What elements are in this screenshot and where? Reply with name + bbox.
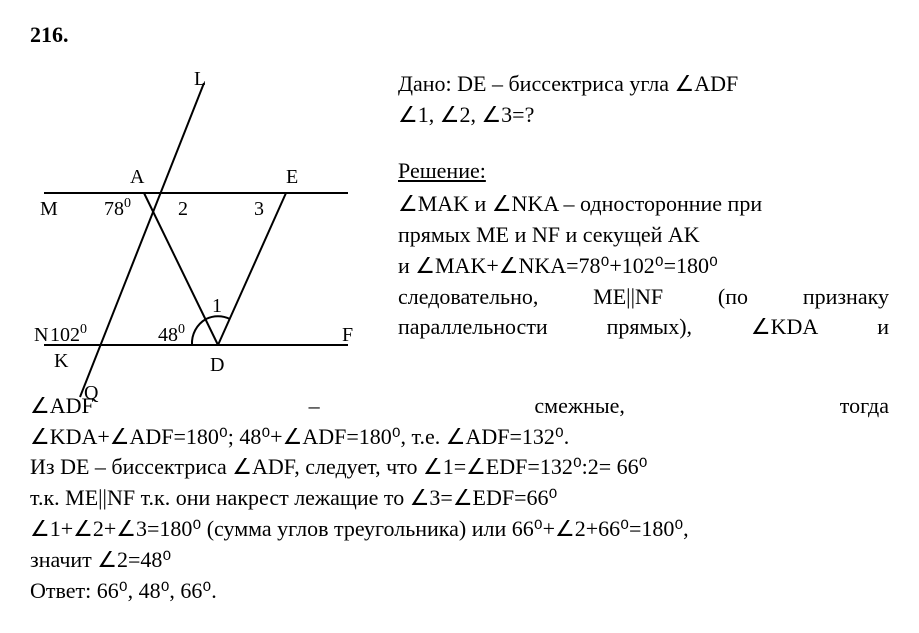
- label-d: D: [210, 354, 224, 376]
- given-line-2: ∠1, ∠2, ∠3=?: [398, 100, 889, 131]
- given-block: Дано: DE – биссектриса угла ∠ADF ∠1, ∠2,…: [398, 69, 889, 131]
- label-k: K: [54, 350, 69, 372]
- label-e: E: [286, 166, 298, 188]
- sl6b: –: [309, 391, 320, 422]
- answer-line: Ответ: 66⁰, 48⁰, 66⁰.: [30, 576, 889, 607]
- sl5d: и: [877, 312, 889, 343]
- solution-line-8: Из DE – биссектриса ∠ADF, следует, что ∠…: [30, 452, 889, 483]
- label-a: A: [130, 166, 145, 188]
- solution-line-3: и ∠MAK+∠NKA=78⁰+102⁰=180⁰: [398, 251, 889, 282]
- solution-title: Решение:: [398, 156, 889, 187]
- angle-78: 780: [104, 196, 131, 220]
- sl5b: прямых),: [607, 312, 692, 343]
- geometry-diagram: L A E M N K Q D F 780 2 3 1 480 1020: [30, 63, 370, 383]
- sl4a: следовательно,: [398, 282, 538, 313]
- angle-48: 480: [158, 322, 185, 346]
- bottom-text-block: ∠ADF – смежные, тогда ∠KDA+∠ADF=180⁰; 48…: [30, 391, 889, 607]
- sl6c: смежные,: [534, 391, 624, 422]
- label-f: F: [342, 324, 353, 346]
- top-section: L A E M N K Q D F 780 2 3 1 480 1020 Дан…: [30, 63, 889, 383]
- angle-2: 2: [178, 198, 188, 220]
- solution-line-4: следовательно, ME||NF (по признаку: [398, 282, 889, 313]
- sl6a: ∠ADF: [30, 391, 94, 422]
- sl4c: (по: [718, 282, 748, 313]
- solution-line-10: ∠1+∠2+∠3=180⁰ (сумма углов треугольника)…: [30, 514, 889, 545]
- solution-line-5: параллельности прямых), ∠KDA и: [398, 312, 889, 343]
- sl5c: ∠KDA: [751, 312, 818, 343]
- label-n: N: [34, 324, 48, 346]
- sl4d: признаку: [803, 282, 889, 313]
- label-l: L: [194, 68, 206, 90]
- solution-line-2: прямых ME и NF и секущей AK: [398, 220, 889, 251]
- label-m: M: [40, 198, 58, 220]
- line-lq: [80, 83, 204, 397]
- given-line-1: Дано: DE – биссектриса угла ∠ADF: [398, 69, 889, 100]
- sl4b: ME||NF: [593, 282, 663, 313]
- arc-angle-48: [192, 319, 206, 345]
- angle-1: 1: [212, 295, 222, 317]
- solution-line-11: значит ∠2=48⁰: [30, 545, 889, 576]
- solution-line-7: ∠KDA+∠ADF=180⁰; 48⁰+∠ADF=180⁰, т.е. ∠ADF…: [30, 422, 889, 453]
- right-text-block: Дано: DE – биссектриса угла ∠ADF ∠1, ∠2,…: [398, 63, 889, 383]
- line-ed: [218, 193, 286, 345]
- problem-number: 216.: [30, 20, 889, 51]
- solution-line-9: т.к. ME||NF т.к. они накрест лежащие то …: [30, 483, 889, 514]
- sl5a: параллельности: [398, 312, 548, 343]
- angle-102: 1020: [50, 322, 87, 346]
- solution-line-1: ∠MAK и ∠NKA – односторонние при: [398, 189, 889, 220]
- sl6d: тогда: [840, 391, 889, 422]
- angle-3: 3: [254, 198, 264, 220]
